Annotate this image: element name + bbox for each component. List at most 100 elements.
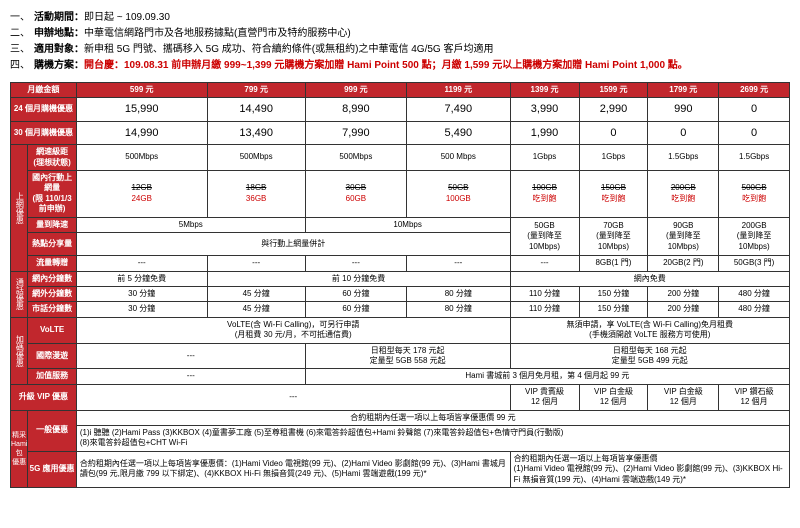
cell: 5Mbps xyxy=(76,217,305,232)
cell: 7,990 xyxy=(305,121,406,144)
cell: 合約租期內任選一項以上每項皆享優惠價 99 元 xyxy=(76,410,789,425)
cell: 合約租期內任選一項以上每項皆享優惠價(1)Hami Video 電視館(99 元… xyxy=(510,451,789,487)
cell: 3,990 xyxy=(510,98,579,121)
cell: 13,490 xyxy=(207,121,305,144)
cell: --- xyxy=(407,256,511,271)
cell: VIP 貴賓級12 個月 xyxy=(510,384,579,410)
cell: 45 分鐘 xyxy=(207,302,305,317)
cell: 50GB(3 門) xyxy=(719,256,790,271)
cell: 1.5Gbps xyxy=(648,145,719,171)
row-label: 一般優惠 xyxy=(28,410,77,451)
cell: 500Mbps xyxy=(207,145,305,171)
cell: 8,990 xyxy=(305,98,406,121)
side-label: 上網優惠 xyxy=(11,145,28,272)
cell: 前 10 分鐘免費 xyxy=(207,271,510,286)
cell: 200GB(量到降至10Mbps) xyxy=(719,217,790,256)
row-label: 網內分鐘數 xyxy=(28,271,77,286)
cell: 480 分鐘 xyxy=(719,287,790,302)
cell: 合約租期內任選一項以上每項皆享優惠價：(1)Hami Video 電視館(99 … xyxy=(76,451,510,487)
th: 599 元 xyxy=(76,83,207,98)
cell: 80 分鐘 xyxy=(407,287,511,302)
cell: 150 分鐘 xyxy=(579,302,648,317)
li-num: 四、 xyxy=(10,58,30,74)
cell: 12GB24GB xyxy=(76,170,207,217)
cell: 14,990 xyxy=(76,121,207,144)
cell: 無須申請，享 VoLTE(含 Wi-Fi Calling)免月租費(手機須開啟 … xyxy=(510,317,789,343)
cell: 1Gbps xyxy=(510,145,579,171)
cell: --- xyxy=(305,256,406,271)
cell: 200 分鐘 xyxy=(648,302,719,317)
cell: 日租型每天 168 元起定量型 5GB 499 元起 xyxy=(510,343,789,369)
row-label: 國內行動上網量(限 110/1/3 前申辦) xyxy=(28,170,77,217)
cell: 110 分鐘 xyxy=(510,287,579,302)
cell: 0 xyxy=(719,98,790,121)
cell: 1.5Gbps xyxy=(719,145,790,171)
cell: 45 分鐘 xyxy=(207,287,305,302)
cell: --- xyxy=(510,256,579,271)
cell: 60 分鐘 xyxy=(305,302,406,317)
cell: 0 xyxy=(648,121,719,144)
cell: VIP 鑽石級12 個月 xyxy=(719,384,790,410)
th: 1199 元 xyxy=(407,83,511,98)
th: 2699 元 xyxy=(719,83,790,98)
li-label: 購機方案： xyxy=(34,60,84,71)
cell: 110 分鐘 xyxy=(510,302,579,317)
cell: 0 xyxy=(719,121,790,144)
cell: 18GB36GB xyxy=(207,170,305,217)
cell: --- xyxy=(207,256,305,271)
th: 1599 元 xyxy=(579,83,648,98)
row-label: 網速級距(理想狀態) xyxy=(28,145,77,171)
cell: 與行動上網量併計 xyxy=(76,232,510,255)
cell: 50GB100GB xyxy=(407,170,511,217)
side-label: 加碼優惠 xyxy=(11,317,28,384)
cell: 90GB(量到降至10Mbps) xyxy=(648,217,719,256)
cell: --- xyxy=(76,343,305,369)
cell: 480 分鐘 xyxy=(719,302,790,317)
li-label: 活動期間： xyxy=(34,12,84,23)
cell: 990 xyxy=(648,98,719,121)
cell: 200GB吃到飽 xyxy=(648,170,719,217)
li-text-red: 開台慶：109.08.31 前申辦月繳 999~1,399 元購機方案加贈 Ha… xyxy=(84,60,688,71)
th: 999 元 xyxy=(305,83,406,98)
row-label: 加值服務 xyxy=(28,369,77,384)
row-label: 24 個月購機優惠 xyxy=(11,98,77,121)
cell: 10Mbps xyxy=(305,217,510,232)
li-label: 申辦地點： xyxy=(34,28,84,39)
cell: --- xyxy=(76,384,510,410)
cell: 150 分鐘 xyxy=(579,287,648,302)
cell: Hami 書城前 3 個月免月租，第 4 個月起 99 元 xyxy=(305,369,789,384)
cell: 2,990 xyxy=(579,98,648,121)
row-label: 熱點分享量 xyxy=(28,232,77,255)
cell: 500GB吃到飽 xyxy=(719,170,790,217)
li-num: 二、 xyxy=(10,26,30,42)
cell: 70GB(量到降至10Mbps) xyxy=(579,217,648,256)
li-label: 適用對象： xyxy=(34,44,84,55)
cell: VoLTE(含 Wi-Fi Calling)，可另行申請(月租費 30 元/月，… xyxy=(76,317,510,343)
cell: 50GB(量到降至10Mbps) xyxy=(510,217,579,256)
row-label: 流量轉贈 xyxy=(28,256,77,271)
row-label: 量到降速 xyxy=(28,217,77,232)
cell: --- xyxy=(76,256,207,271)
cell: 8GB(1 門) xyxy=(579,256,648,271)
li-num: 三、 xyxy=(10,42,30,58)
cell: 30GB60GB xyxy=(305,170,406,217)
cell: (1)i 聽聽 (2)Hami Pass (3)KKBOX (4)童書夢工廠 (… xyxy=(76,425,789,451)
row-label: 30 個月購機優惠 xyxy=(11,121,77,144)
li-num: 一、 xyxy=(10,10,30,26)
cell: 500 Mbps xyxy=(407,145,511,171)
side-label: 通話優惠 xyxy=(11,271,28,317)
th: 1799 元 xyxy=(648,83,719,98)
row-label: 5G 應用優惠 xyxy=(28,451,77,487)
th: 1399 元 xyxy=(510,83,579,98)
row-label: 市話分鐘數 xyxy=(28,302,77,317)
row-label: 國際漫遊 xyxy=(28,343,77,369)
cell: 1Gbps xyxy=(579,145,648,171)
cell: 100GB吃到飽 xyxy=(510,170,579,217)
li-text: 即日起 ~ 109.09.30 xyxy=(84,12,170,23)
cell: 日租型每天 178 元起定量型 5GB 558 元起 xyxy=(305,343,510,369)
cell: 30 分鐘 xyxy=(76,287,207,302)
cell: 20GB(2 門) xyxy=(648,256,719,271)
cell: 150GB吃到飽 xyxy=(579,170,648,217)
li-text: 新申租 5G 門號、攜碼移入 5G 成功、符合續約條件(或無租約)之中華電信 4… xyxy=(84,44,493,55)
th: 799 元 xyxy=(207,83,305,98)
